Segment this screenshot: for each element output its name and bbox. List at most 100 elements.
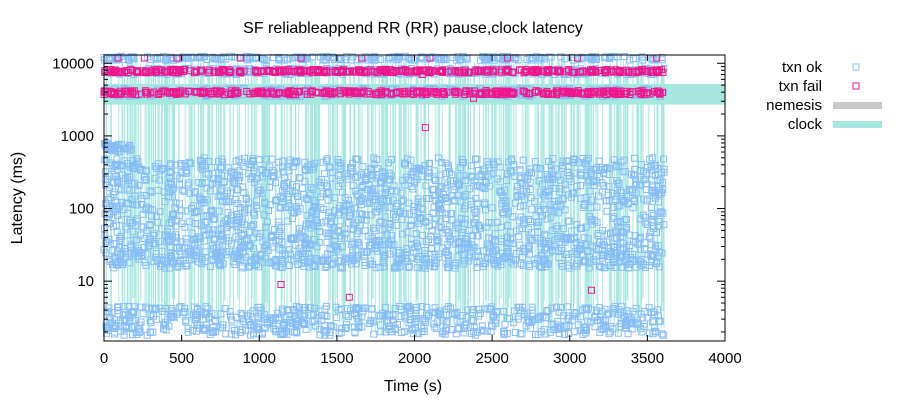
txn-ok-point	[257, 311, 265, 319]
txn-ok-point	[443, 325, 451, 333]
txn-fail-point	[334, 69, 342, 77]
txn-ok-point	[357, 196, 365, 204]
txn-ok-point	[330, 323, 338, 331]
txn-ok-point	[277, 255, 285, 263]
txn-ok-point	[164, 180, 172, 188]
txn-ok-point	[433, 233, 441, 241]
txn-ok-point	[334, 211, 342, 219]
txn-ok-point	[121, 245, 129, 253]
txn-ok-point	[316, 228, 324, 236]
txn-ok-point	[615, 179, 623, 187]
txn-ok-point	[152, 315, 160, 323]
txn-ok-point	[238, 243, 246, 251]
txn-ok-point	[250, 209, 258, 217]
txn-ok-point	[306, 303, 314, 311]
txn-ok-point	[648, 218, 656, 226]
txn-ok-point	[573, 182, 581, 190]
txn-ok-point	[437, 158, 445, 166]
txn-ok-point	[500, 197, 508, 205]
txn-fail-point	[587, 90, 595, 98]
txn-ok-point	[458, 229, 466, 237]
txn-ok-point	[594, 245, 602, 253]
txn-ok-point	[632, 55, 640, 63]
txn-ok-point	[191, 188, 199, 196]
txn-ok-point	[598, 179, 606, 187]
txn-ok-point	[320, 170, 328, 178]
txn-ok-point	[649, 55, 657, 63]
txn-ok-point	[479, 247, 487, 255]
txn-ok-point	[282, 314, 290, 322]
txn-ok-point	[244, 56, 252, 64]
txn-ok-point	[511, 172, 519, 180]
txn-ok-point	[556, 323, 564, 331]
txn-ok-point	[271, 326, 279, 334]
txn-ok-point	[116, 316, 124, 324]
txn-ok-point	[392, 213, 400, 221]
txn-ok-point	[114, 179, 122, 187]
txn-ok-point	[585, 264, 593, 272]
txn-fail-point	[162, 67, 170, 75]
txn-ok-point	[134, 158, 142, 166]
txn-ok-point	[266, 163, 274, 171]
txn-ok-point	[381, 251, 389, 259]
txn-fail-point	[601, 68, 609, 76]
txn-fail-point	[522, 66, 530, 74]
txn-ok-point	[281, 204, 289, 212]
txn-ok-point	[238, 326, 246, 334]
txn-ok-point	[154, 186, 162, 194]
txn-ok-point	[631, 232, 639, 240]
txn-ok-point	[377, 328, 385, 336]
txn-ok-point	[190, 303, 198, 311]
txn-fail-point	[200, 89, 208, 97]
txn-ok-point	[117, 216, 125, 224]
txn-ok-point	[488, 204, 496, 212]
txn-fail-point	[197, 89, 205, 97]
txn-ok-point	[370, 160, 378, 168]
txn-fail-point	[426, 87, 434, 95]
txn-ok-point	[164, 315, 172, 323]
txn-fail-point	[606, 90, 614, 98]
txn-ok-point	[179, 256, 187, 264]
txn-ok-point	[510, 260, 518, 268]
txn-fail-point	[315, 68, 323, 76]
txn-ok-point	[622, 225, 630, 233]
txn-ok-point	[217, 164, 225, 172]
txn-ok-point	[478, 326, 486, 334]
txn-ok-point	[196, 156, 204, 164]
txn-ok-point	[408, 254, 416, 262]
txn-ok-point	[622, 317, 630, 325]
txn-fail-point	[621, 89, 629, 97]
txn-ok-point	[446, 304, 454, 312]
txn-fail-point	[596, 89, 604, 97]
txn-ok-point	[334, 172, 342, 180]
txn-ok-point	[203, 184, 211, 192]
ticks-layer: 0 500 1000 1500 2000 2500 3000 3500 4000 10 100 100…	[52, 55, 742, 367]
txn-fail-point	[180, 66, 188, 74]
txn-ok-point	[535, 262, 543, 270]
txn-ok-point	[602, 164, 610, 172]
txn-ok-point	[315, 239, 323, 247]
txn-ok-point	[579, 154, 587, 162]
txn-ok-point	[275, 53, 283, 61]
txn-ok-point	[658, 330, 666, 338]
txn-ok-point	[216, 187, 224, 195]
txn-ok-point	[278, 246, 286, 254]
txn-ok-point	[583, 162, 591, 170]
txn-ok-point	[114, 140, 122, 148]
txn-ok-point	[650, 323, 658, 331]
txn-ok-point	[382, 185, 390, 193]
txn-ok-point	[420, 317, 428, 325]
txn-ok-point	[511, 55, 519, 63]
txn-ok-point	[145, 305, 153, 313]
txn-ok-point	[231, 326, 239, 334]
txn-ok-point	[489, 313, 497, 321]
txn-ok-point	[585, 176, 593, 184]
txn-ok-point	[519, 303, 527, 311]
txn-ok-point	[152, 250, 160, 258]
txn-ok-point	[359, 163, 367, 171]
txn-ok-point	[623, 307, 631, 315]
txn-ok-point	[209, 256, 217, 264]
txn-ok-point	[470, 306, 478, 314]
txn-ok-point	[623, 322, 631, 330]
txn-ok-point	[401, 314, 409, 322]
